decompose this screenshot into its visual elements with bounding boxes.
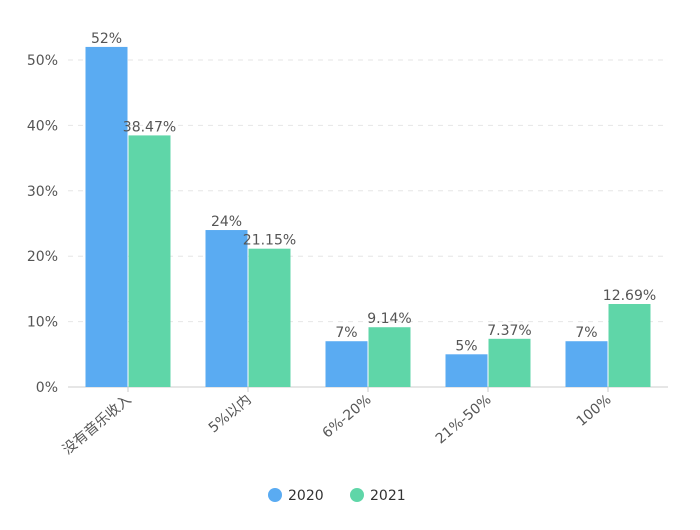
data-label-2020-2: 7% bbox=[335, 325, 357, 341]
x-tick-label: 21%-50% bbox=[433, 392, 495, 448]
data-label-2021-4: 12.69% bbox=[603, 288, 656, 304]
legend-item-2020[interactable]: 2020 bbox=[268, 488, 324, 504]
bar-2021-4[interactable] bbox=[608, 304, 651, 387]
bar-2020-1[interactable] bbox=[205, 230, 248, 387]
data-label-2020-0: 52% bbox=[91, 31, 122, 47]
data-label-2021-1: 21.15% bbox=[243, 233, 296, 249]
bar-2021-1[interactable] bbox=[248, 248, 291, 387]
y-tick-label: 30% bbox=[27, 184, 58, 200]
data-label-2021-0: 38.47% bbox=[123, 119, 176, 135]
bar-2021-2[interactable] bbox=[368, 327, 411, 387]
y-tick-label: 20% bbox=[27, 249, 58, 265]
y-tick-label: 10% bbox=[27, 315, 58, 331]
x-tick-label: 没有音乐收入 bbox=[59, 391, 134, 458]
legend[interactable]: 2020 2021 bbox=[268, 488, 406, 504]
y-tick-label: 0% bbox=[36, 380, 58, 396]
bar-2020-2[interactable] bbox=[325, 341, 368, 387]
data-label-2021-3: 7.37% bbox=[487, 323, 531, 339]
legend-item-2021[interactable]: 2021 bbox=[350, 488, 406, 504]
legend-swatch bbox=[268, 488, 282, 502]
x-tick-label: 100% bbox=[574, 392, 615, 430]
x-tick-label: 5%以内 bbox=[206, 392, 255, 437]
data-label-2020-1: 24% bbox=[211, 214, 242, 230]
data-label-2020-3: 5% bbox=[455, 338, 477, 354]
bar-2020-3[interactable] bbox=[445, 354, 488, 387]
bar-2021-3[interactable] bbox=[488, 338, 531, 387]
bars bbox=[85, 46, 651, 388]
bar-2020-0[interactable] bbox=[85, 46, 128, 388]
x-tick-label: 6%-20% bbox=[320, 392, 375, 442]
y-tick-label: 40% bbox=[27, 118, 58, 134]
y-tick-label: 50% bbox=[27, 53, 58, 69]
legend-label: 2020 bbox=[288, 488, 324, 504]
bar-2020-4[interactable] bbox=[565, 341, 608, 387]
legend-label: 2021 bbox=[370, 488, 406, 504]
bar-2021-0[interactable] bbox=[128, 135, 171, 387]
data-label-2020-4: 7% bbox=[575, 325, 597, 341]
data-label-2021-2: 9.14% bbox=[367, 311, 411, 327]
data-labels: 52% 38.47% 24%21.15% 7% 9.14% 5% 7.37% 7% 12.69% bbox=[91, 31, 656, 354]
legend-swatch bbox=[350, 488, 364, 502]
